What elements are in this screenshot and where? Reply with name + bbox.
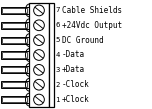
Bar [2,67,27,72]
Text: 3: 3 [55,67,60,73]
Bar [1,22,29,29]
Text: -Data: -Data [62,50,85,60]
Text: -Clock: -Clock [62,80,90,89]
Bar [1,51,29,59]
Text: 2: 2 [55,82,60,88]
Bar [2,8,27,13]
Circle shape [34,5,44,16]
Bar [2,82,27,87]
Circle shape [34,94,44,105]
Circle shape [34,79,44,90]
Circle shape [34,20,44,31]
Circle shape [34,50,44,60]
Text: 1: 1 [55,97,60,103]
Bar [2,23,27,28]
Text: +Clock: +Clock [62,95,90,104]
Text: Cable Shields: Cable Shields [62,6,122,15]
Bar [1,7,29,14]
Bar [1,37,29,44]
Text: 5: 5 [55,37,60,43]
Bar [2,38,27,43]
Circle shape [34,35,44,45]
Text: +Data: +Data [62,65,85,74]
Bar [1,96,29,103]
Text: 6: 6 [55,22,60,28]
Bar [1,66,29,73]
Bar [2,52,27,58]
Text: DC Ground: DC Ground [62,36,104,45]
Bar [2,97,27,102]
Text: +24Vdc Output: +24Vdc Output [62,21,122,30]
Text: 4: 4 [55,52,60,58]
Bar [29,3,49,107]
Bar [49,3,54,107]
Circle shape [34,65,44,75]
Text: 7: 7 [55,7,60,13]
Bar [1,81,29,88]
